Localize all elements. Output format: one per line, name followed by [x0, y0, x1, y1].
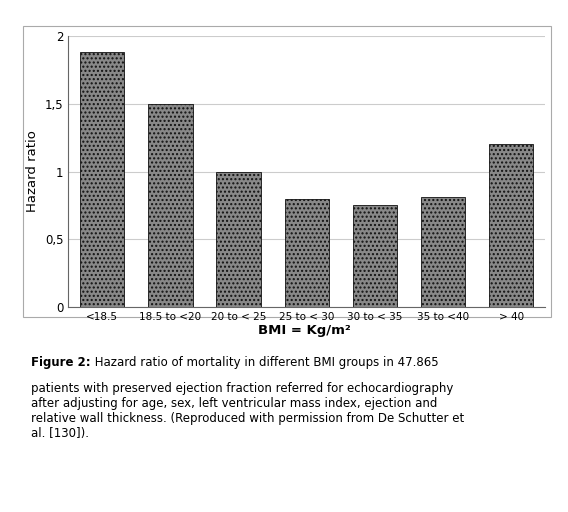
Bar: [489, 144, 533, 307]
FancyBboxPatch shape: [23, 26, 551, 317]
Text: BMI = Kg/m²: BMI = Kg/m²: [257, 324, 350, 337]
Bar: [421, 197, 465, 307]
Y-axis label: Hazard ratio: Hazard ratio: [26, 131, 39, 212]
Text: Figure 2:: Figure 2:: [31, 356, 91, 369]
Text: patients with preserved ejection fraction referred for echocardiography
after ad: patients with preserved ejection fractio…: [31, 382, 465, 440]
Bar: [353, 205, 397, 307]
Bar: [216, 172, 261, 307]
Bar: [148, 103, 193, 307]
Bar: [285, 199, 329, 307]
Text: Hazard ratio of mortality in different BMI groups in 47.865: Hazard ratio of mortality in different B…: [91, 356, 438, 369]
Bar: [80, 52, 124, 307]
